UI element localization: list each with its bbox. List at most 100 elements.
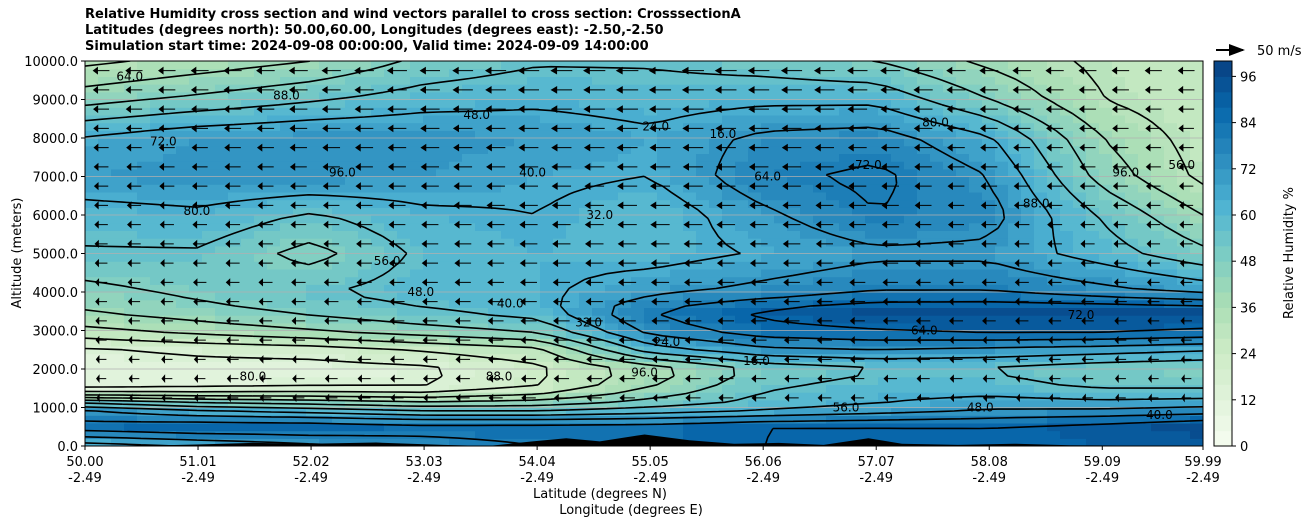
heatmap-cell — [514, 238, 528, 247]
heatmap-cell — [267, 307, 281, 316]
heatmap-cell — [631, 245, 645, 255]
heatmap-cell — [1060, 353, 1074, 362]
wind-vector — [387, 143, 407, 152]
heatmap-cell — [1151, 284, 1165, 293]
heatmap-cell — [1151, 76, 1165, 85]
heatmap-cell — [176, 299, 190, 308]
heatmap-cell — [657, 91, 671, 101]
heatmap-cell — [696, 422, 710, 432]
heatmap-cell — [826, 299, 840, 308]
heatmap-cell — [1008, 315, 1022, 324]
heatmap-cell — [839, 215, 853, 224]
heatmap-cell — [670, 76, 684, 85]
heatmap-cell — [995, 161, 1009, 170]
heatmap-cell — [722, 315, 736, 324]
wind-vector — [486, 239, 505, 248]
wind-vector — [1046, 124, 1064, 133]
heatmap-cell — [475, 284, 489, 293]
heatmap-cell — [631, 230, 645, 239]
heatmap-cell — [696, 168, 710, 178]
heatmap-cell — [1021, 245, 1035, 255]
heatmap-cell — [1164, 292, 1178, 301]
heatmap-cell — [956, 230, 970, 239]
heatmap-cell — [514, 91, 528, 101]
heatmap-cell — [644, 130, 658, 139]
heatmap-cell — [553, 122, 567, 131]
heatmap-cell — [124, 207, 138, 216]
heatmap-cell — [969, 222, 983, 231]
heatmap-cell — [527, 76, 541, 85]
heatmap-cell — [709, 392, 723, 401]
heatmap-cell — [137, 407, 151, 416]
heatmap-cell — [1047, 315, 1061, 324]
heatmap-cell — [1177, 369, 1191, 378]
heatmap-cell — [865, 84, 879, 93]
heatmap-cell — [670, 376, 684, 385]
heatmap-cell — [449, 276, 463, 285]
heatmap-cell — [345, 191, 359, 201]
heatmap-cell — [917, 284, 931, 293]
heatmap-cell — [1060, 315, 1074, 324]
heatmap-cell — [800, 407, 814, 416]
heatmap-cell — [1138, 392, 1152, 401]
heatmap-cell — [800, 230, 814, 239]
heatmap-cell — [1190, 222, 1203, 231]
heatmap-cell — [293, 384, 307, 393]
heatmap-cell — [410, 161, 424, 170]
heatmap-cell — [852, 384, 866, 393]
heatmap-cell — [397, 230, 411, 239]
heatmap-cell — [358, 176, 372, 185]
heatmap-cell — [215, 168, 229, 178]
wind-vector — [321, 66, 341, 75]
heatmap-cell — [332, 176, 346, 185]
heatmap-cell — [969, 176, 983, 185]
heatmap-cell — [514, 376, 528, 385]
heatmap-cell — [1099, 430, 1113, 439]
heatmap-cell — [787, 399, 801, 409]
wind-vector — [126, 201, 142, 210]
wind-vector — [617, 182, 638, 191]
heatmap-cell — [787, 353, 801, 362]
heatmap-cell — [345, 253, 359, 262]
wind-vector — [159, 201, 175, 210]
heatmap-cell — [592, 114, 606, 124]
heatmap-cell — [1151, 91, 1165, 101]
heatmap-cell — [189, 369, 203, 378]
heatmap-cell — [618, 353, 632, 362]
heatmap-cell — [878, 76, 892, 85]
heatmap-cell — [865, 430, 879, 439]
heatmap-cell — [293, 207, 307, 216]
heatmap-cell — [1125, 130, 1139, 139]
heatmap-cell — [202, 376, 216, 385]
heatmap-cell — [1138, 222, 1152, 231]
heatmap-cell — [631, 369, 645, 378]
heatmap-cell — [995, 215, 1009, 224]
heatmap-cell — [553, 153, 567, 162]
heatmap-cell — [280, 361, 294, 370]
heatmap-cell — [449, 369, 463, 378]
heatmap-cell — [462, 114, 476, 124]
heatmap-cell — [1164, 61, 1178, 70]
heatmap-cell — [397, 215, 411, 224]
heatmap-cell — [566, 222, 580, 231]
wind-vector — [1012, 85, 1031, 94]
heatmap-cell — [891, 307, 905, 316]
heatmap-cell — [1112, 176, 1126, 185]
heatmap-cell — [1073, 369, 1087, 378]
wind-vector — [849, 316, 865, 325]
heatmap-cell — [943, 114, 957, 124]
heatmap-cell — [995, 76, 1009, 85]
heatmap-cell — [358, 199, 372, 208]
heatmap-cell — [228, 91, 242, 101]
heatmap-cell — [436, 284, 450, 293]
heatmap-cell — [176, 215, 190, 224]
heatmap-cell — [293, 176, 307, 185]
wind-vector — [455, 336, 471, 345]
heatmap-cell — [943, 361, 957, 370]
heatmap-cell — [1034, 138, 1048, 147]
heatmap-cell — [280, 276, 294, 285]
heatmap-cell — [137, 114, 151, 124]
heatmap-cell — [917, 199, 931, 208]
heatmap-cell — [1177, 76, 1191, 85]
heatmap-cell — [202, 107, 216, 116]
